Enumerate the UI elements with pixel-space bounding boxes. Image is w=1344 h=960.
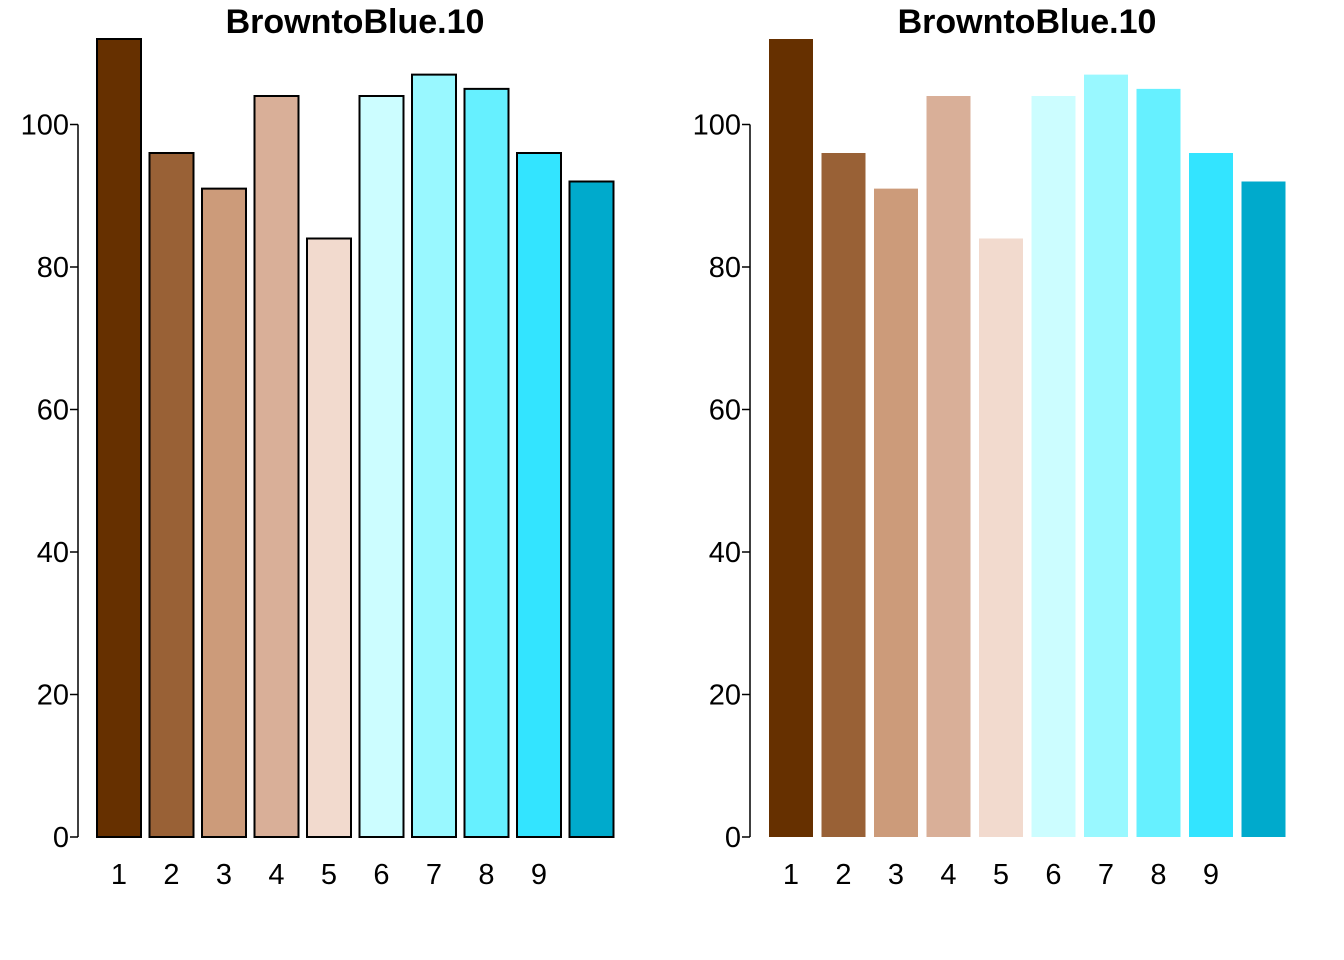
bar-4: [253, 95, 300, 838]
bar-5: [979, 238, 1023, 837]
x-axis-tick-label: 6: [1045, 859, 1061, 891]
bar-7: [1084, 74, 1128, 837]
x-axis-tick-label: 9: [531, 859, 547, 891]
y-axis: 0 20 40 60 80 100: [21, 110, 79, 854]
bar-2: [148, 152, 195, 838]
x-axis-tick-labels: 1 2 3 4 5 6 7 8 9: [783, 859, 1219, 891]
y-axis-tick-label: 0: [725, 822, 741, 854]
x-axis-tick-label: 7: [426, 859, 442, 891]
bar-4: [926, 96, 971, 837]
chart-title: BrowntoBlue.10: [226, 3, 485, 41]
x-axis-tick-label: 2: [835, 859, 851, 891]
bar-9: [1189, 153, 1233, 837]
chart-title: BrowntoBlue.10: [898, 3, 1157, 41]
x-axis-tick-label: 2: [163, 859, 179, 891]
y-axis-tick-label: 20: [37, 680, 69, 712]
bar-1: [96, 38, 142, 838]
y-axis: 0 20 40 60 80 100: [693, 110, 751, 854]
x-axis-tick-label: 1: [783, 859, 799, 891]
x-axis-tick-label: 3: [888, 859, 904, 891]
y-axis-tick-label: 60: [37, 395, 69, 427]
x-axis-tick-label: 3: [216, 859, 232, 891]
x-axis-tick-labels: 1 2 3 4 5 6 7 8 9: [111, 859, 547, 891]
y-axis-tick-label: 40: [37, 537, 69, 569]
bar-1: [769, 39, 813, 837]
x-axis-tick-label: 5: [321, 859, 337, 891]
bar-9: [516, 152, 562, 838]
x-axis-tick-label: 5: [993, 859, 1009, 891]
bar-6: [358, 95, 405, 838]
bar-5: [306, 237, 352, 838]
y-axis-tick-label: 100: [693, 110, 741, 142]
bar-7: [411, 73, 457, 838]
x-axis-tick-label: 8: [1150, 859, 1166, 891]
bar-10: [568, 180, 615, 838]
bars: [769, 39, 1286, 837]
bar-8: [463, 87, 510, 838]
x-axis-tick-label: 6: [373, 859, 389, 891]
y-axis-tick-label: 100: [21, 110, 69, 142]
y-axis-tick-label: 60: [709, 395, 741, 427]
x-axis-tick-label: 1: [111, 859, 127, 891]
x-axis-tick-label: 9: [1203, 859, 1219, 891]
x-axis-tick-label: 7: [1098, 859, 1114, 891]
bar-6: [1031, 96, 1076, 837]
bar-3: [201, 187, 247, 838]
bars: [96, 38, 615, 838]
x-axis-tick-label: 8: [478, 859, 494, 891]
x-axis-tick-label: 4: [940, 859, 956, 891]
bar-3: [874, 188, 918, 837]
bar-2: [821, 153, 866, 837]
bar-chart-left: BrowntoBlue.10 0 20 40 60 80 100 1 2 3 4 5 6 7 8 9: [21, 3, 615, 891]
bar-8: [1136, 88, 1181, 837]
y-axis-tick-label: 80: [37, 252, 69, 284]
y-axis-tick-label: 80: [709, 252, 741, 284]
bar-10: [1241, 181, 1286, 837]
bar-chart-right: BrowntoBlue.10 0 20 40 60 80 100 1 2 3 4 5 6 7 8 9: [693, 3, 1286, 891]
y-axis-tick-label: 20: [709, 680, 741, 712]
y-axis-tick-label: 40: [709, 537, 741, 569]
x-axis-tick-label: 4: [268, 859, 284, 891]
y-axis-tick-label: 0: [53, 822, 69, 854]
